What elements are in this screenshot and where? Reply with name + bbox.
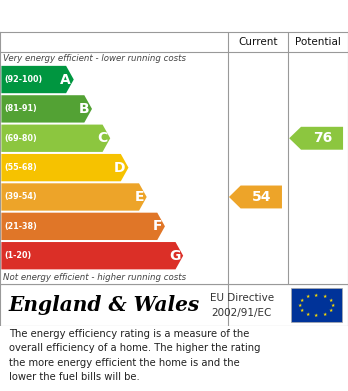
Polygon shape — [1, 95, 92, 122]
Text: (21-38): (21-38) — [4, 222, 37, 231]
Text: (69-80): (69-80) — [4, 134, 37, 143]
Polygon shape — [1, 213, 165, 240]
Polygon shape — [1, 66, 74, 93]
Text: B: B — [79, 102, 89, 116]
Polygon shape — [1, 154, 128, 181]
Polygon shape — [1, 242, 183, 269]
Text: ★: ★ — [300, 308, 304, 313]
Text: EU Directive
2002/91/EC: EU Directive 2002/91/EC — [210, 293, 274, 318]
Text: (39-54): (39-54) — [4, 192, 37, 201]
Text: ★: ★ — [322, 312, 327, 317]
Text: ★: ★ — [322, 294, 327, 299]
Text: England & Wales: England & Wales — [9, 295, 200, 316]
Text: The energy efficiency rating is a measure of the
overall efficiency of a home. T: The energy efficiency rating is a measur… — [9, 329, 260, 382]
Polygon shape — [1, 125, 110, 152]
Text: ★: ★ — [329, 308, 333, 313]
Text: 54: 54 — [252, 190, 271, 204]
Polygon shape — [229, 185, 282, 208]
Text: Energy Efficiency Rating: Energy Efficiency Rating — [9, 7, 249, 25]
Text: C: C — [97, 131, 108, 145]
Text: 76: 76 — [313, 131, 332, 145]
Text: (81-91): (81-91) — [4, 104, 37, 113]
Text: D: D — [114, 161, 126, 175]
Text: ★: ★ — [314, 313, 318, 318]
Text: ★: ★ — [306, 294, 310, 299]
Text: (1-20): (1-20) — [4, 251, 31, 260]
Text: ★: ★ — [329, 298, 333, 303]
Text: ★: ★ — [314, 293, 318, 298]
Text: Potential: Potential — [295, 37, 341, 47]
Text: ★: ★ — [331, 303, 335, 308]
Text: A: A — [60, 72, 71, 86]
Text: ★: ★ — [300, 298, 304, 303]
Polygon shape — [289, 127, 343, 150]
Text: Current: Current — [238, 37, 278, 47]
Text: E: E — [134, 190, 144, 204]
Text: Not energy efficient - higher running costs: Not energy efficient - higher running co… — [3, 273, 187, 282]
Polygon shape — [1, 183, 147, 211]
Text: ★: ★ — [306, 312, 310, 317]
Text: (55-68): (55-68) — [4, 163, 37, 172]
Text: Very energy efficient - lower running costs: Very energy efficient - lower running co… — [3, 54, 187, 63]
Text: ★: ★ — [298, 303, 302, 308]
Bar — [291, 289, 342, 322]
Text: G: G — [169, 249, 180, 263]
Text: F: F — [153, 219, 162, 233]
Text: (92-100): (92-100) — [4, 75, 42, 84]
